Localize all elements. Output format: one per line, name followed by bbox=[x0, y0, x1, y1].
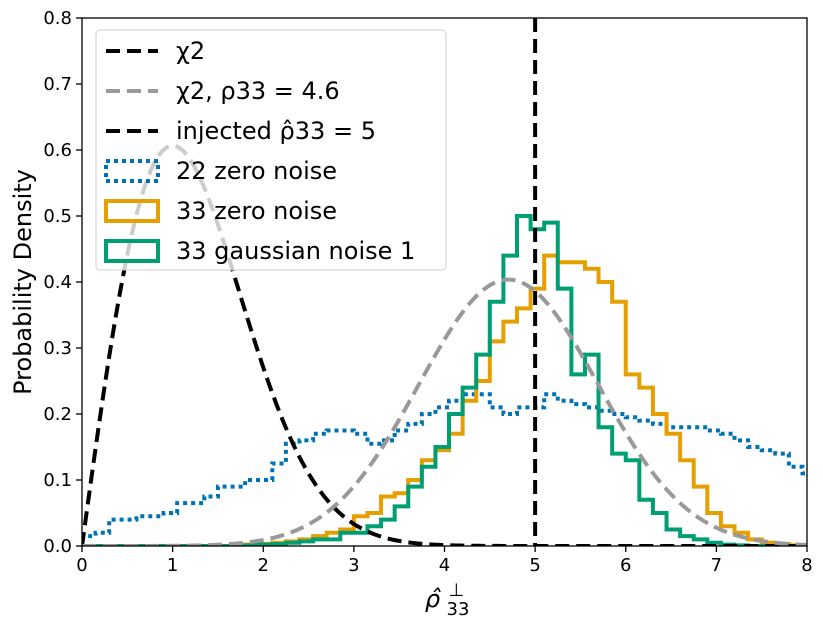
legend-box bbox=[95, 29, 447, 271]
x-tick-label: 8 bbox=[801, 555, 812, 576]
y-tick-label: 0.1 bbox=[43, 470, 72, 491]
legend-label: χ2 bbox=[176, 37, 205, 65]
x-tick-label: 3 bbox=[348, 555, 359, 576]
x-tick-label: 0 bbox=[76, 555, 87, 576]
y-tick-label: 0.0 bbox=[43, 536, 72, 557]
x-tick-label: 1 bbox=[167, 555, 178, 576]
y-tick-label: 0.7 bbox=[43, 74, 72, 95]
legend-label: 22 zero noise bbox=[176, 157, 337, 185]
x-tick-label: 6 bbox=[620, 555, 631, 576]
y-tick-label: 0.3 bbox=[43, 338, 72, 359]
x-tick-label: 4 bbox=[439, 555, 450, 576]
x-tick-label: 2 bbox=[258, 555, 269, 576]
histogram-series-1 bbox=[82, 392, 807, 546]
legend-label: χ2, ρ33 = 4.6 bbox=[176, 77, 340, 105]
y-tick-label: 0.4 bbox=[43, 272, 72, 293]
curve-chi2-noncentral bbox=[82, 277, 807, 546]
x-axis-label: ρ̂ bbox=[425, 585, 441, 613]
histogram-series-3 bbox=[82, 214, 807, 546]
x-tick-label: 5 bbox=[529, 555, 540, 576]
axes: 0 1 2 3 4 5 6 7 8 0.0 0.1 0.2 0.3 0.4 0.5 0.6 0.7 0.8 Prob… bbox=[9, 8, 813, 620]
legend-label: injected ρ̂33 = 5 bbox=[176, 117, 376, 145]
legend-label: 33 gaussian noise 1 bbox=[176, 237, 415, 265]
y-axis-label: Probability Density bbox=[9, 169, 37, 395]
legend-swatch-patch bbox=[104, 199, 160, 223]
legend-swatch-patch bbox=[104, 159, 160, 183]
x-tick-label: 7 bbox=[711, 555, 722, 576]
y-tick-label: 0.8 bbox=[43, 8, 72, 29]
x-axis-label-sub: 33 bbox=[447, 599, 470, 620]
x-axis-label-sup: ⊥ bbox=[449, 580, 465, 601]
y-tick-label: 0.6 bbox=[43, 140, 72, 161]
legend-swatch-patch bbox=[104, 239, 160, 263]
plot-area bbox=[82, 18, 807, 546]
legend: χ2 χ2, ρ33 = 4.6 injected ρ̂33 = 5 22 zero … bbox=[95, 29, 447, 271]
y-tick-label: 0.2 bbox=[43, 404, 72, 425]
y-tick-label: 0.5 bbox=[43, 206, 72, 227]
legend-label: 33 zero noise bbox=[176, 197, 337, 225]
